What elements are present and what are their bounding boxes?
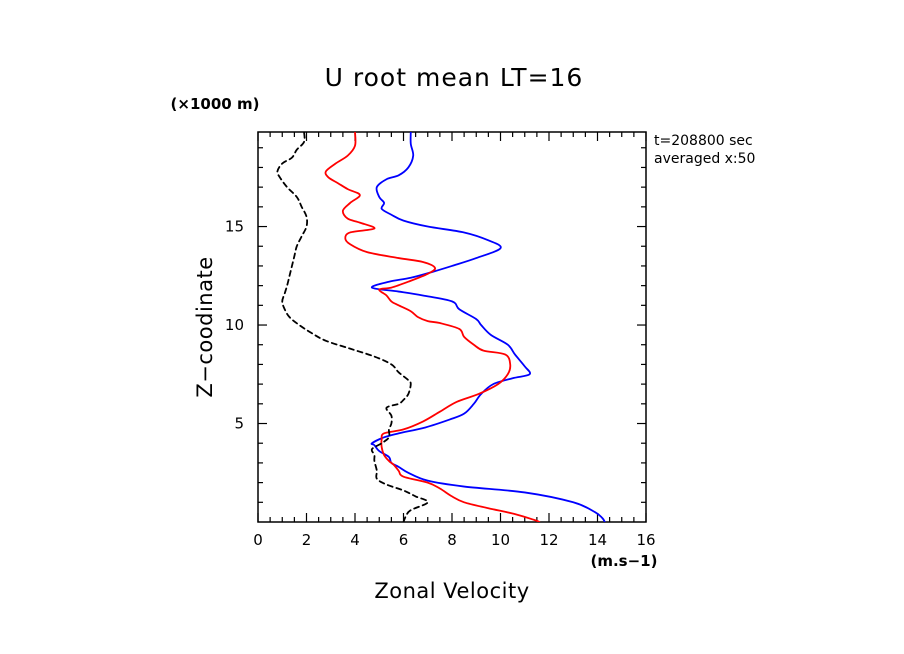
annotation-averaged: averaged x:50	[654, 151, 755, 167]
x-axis-label: Zonal Velocity	[374, 579, 529, 603]
series-layer	[276, 132, 606, 522]
y-axis-unit: (×1000 m)	[171, 95, 260, 113]
axis-ticks	[257, 132, 647, 522]
series-line-1	[370, 132, 606, 522]
x-tick-label: 0	[253, 531, 263, 549]
x-tick-label: 12	[539, 531, 558, 549]
x-tick-label: 8	[447, 531, 457, 549]
chart-title: U root mean LT=16	[325, 63, 584, 92]
annotation-time: t=208800 sec	[654, 133, 753, 149]
x-tick-label: 4	[350, 531, 360, 549]
series-line-3	[276, 132, 429, 522]
series-line-2	[324, 132, 541, 522]
y-axis-tick-labels: 5 10 15	[225, 218, 244, 433]
y-tick-label: 15	[225, 218, 244, 236]
x-tick-label: 2	[302, 531, 312, 549]
x-tick-label: 10	[491, 531, 510, 549]
x-axis-unit: (m.s−1)	[591, 552, 658, 570]
x-tick-label: 16	[636, 531, 655, 549]
y-axis-label: Z−coodinate	[193, 256, 217, 397]
x-tick-label: 14	[588, 531, 607, 549]
y-tick-label: 10	[225, 316, 244, 334]
y-tick-label: 5	[234, 415, 244, 433]
x-tick-label: 6	[399, 531, 409, 549]
x-axis-tick-labels: 0 2 4 6 8 10 12 14 16	[253, 531, 655, 549]
